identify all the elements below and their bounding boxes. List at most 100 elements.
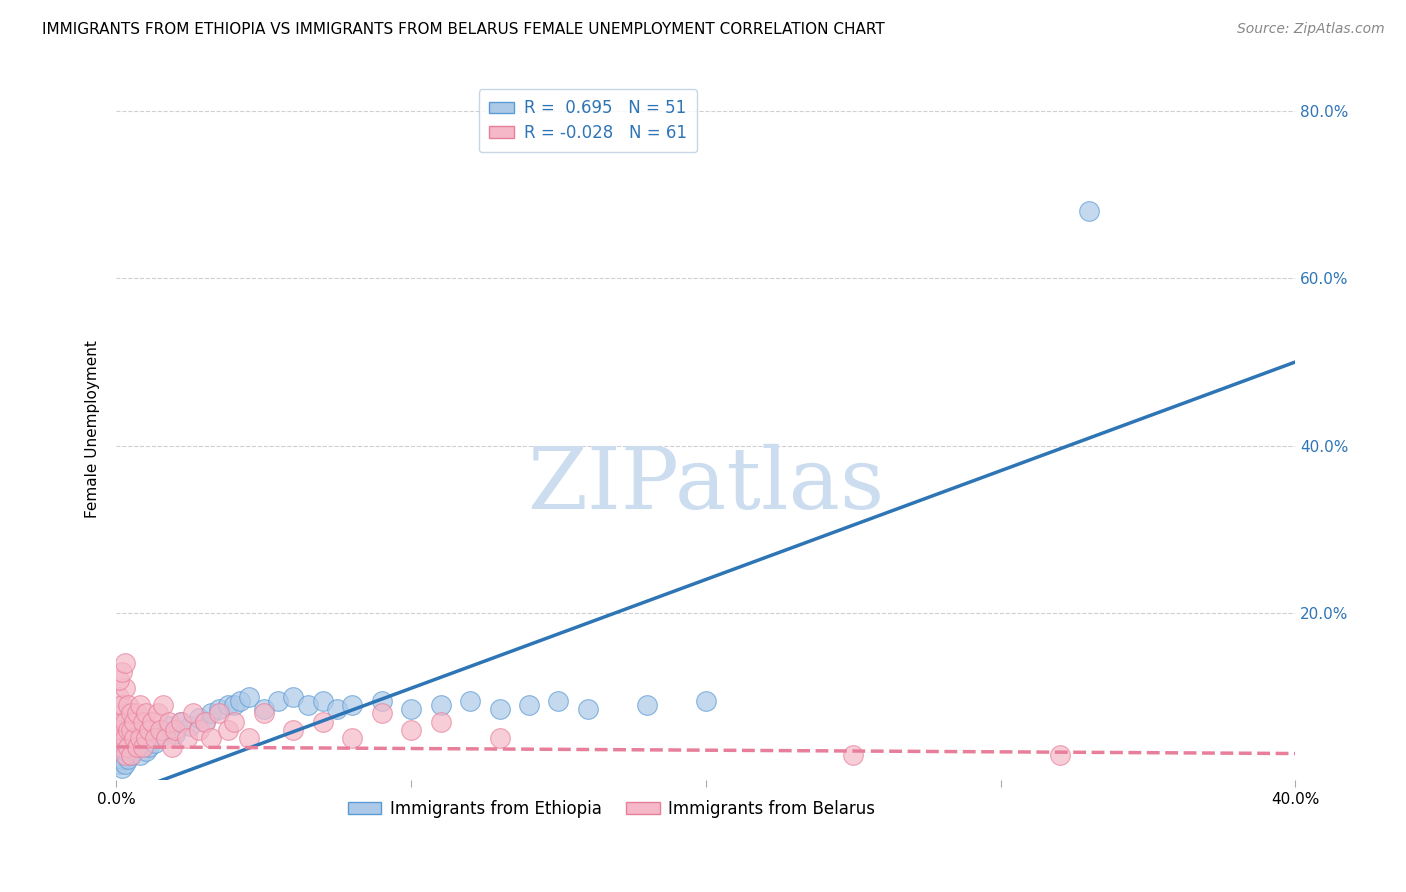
Point [176,731,198,746]
Point [125,706,148,721]
Point [111,752,134,766]
Point [1049,748,1071,763]
Point [135,706,157,721]
Point [111,698,134,712]
Point [187,723,209,737]
Point [253,706,276,721]
Point [122,731,145,746]
Point [132,736,155,750]
Point [111,739,134,754]
Point [208,702,231,716]
Point [122,714,145,729]
Point [149,723,172,737]
Point [135,744,157,758]
Point [132,714,155,729]
Point [217,723,239,737]
Point [128,731,150,746]
Point [517,698,540,712]
Text: Source: ZipAtlas.com: Source: ZipAtlas.com [1237,22,1385,37]
Point [120,706,142,721]
Point [208,706,231,721]
Point [108,673,131,687]
Point [135,731,157,746]
Point [141,731,163,746]
Point [143,736,166,750]
Point [114,731,136,746]
Text: IMMIGRANTS FROM ETHIOPIA VS IMMIGRANTS FROM BELARUS FEMALE UNEMPLOYMENT CORRELAT: IMMIGRANTS FROM ETHIOPIA VS IMMIGRANTS F… [42,22,884,37]
Point [132,739,155,754]
Point [114,756,136,771]
Point [152,723,174,737]
Point [429,714,451,729]
Point [224,698,246,712]
Point [117,739,139,754]
Y-axis label: Female Unemployment: Female Unemployment [86,340,100,518]
Point [138,739,160,754]
Point [114,744,136,758]
Point [194,714,217,729]
Point [281,690,304,704]
Point [146,706,169,721]
Point [108,731,131,746]
Point [114,656,136,670]
Point [370,706,392,721]
Point [138,723,160,737]
Legend: Immigrants from Ethiopia, Immigrants from Belarus: Immigrants from Ethiopia, Immigrants fro… [342,793,882,825]
Point [111,714,134,729]
Point [111,723,134,737]
Point [170,714,193,729]
Point [117,739,139,754]
Point [458,694,481,708]
Point [165,727,187,741]
Point [114,681,136,696]
Point [238,731,260,746]
Point [120,723,142,737]
Point [311,714,333,729]
Point [125,739,148,754]
Point [111,761,134,775]
Point [120,748,142,763]
Point [108,756,131,771]
Point [128,698,150,712]
Point [108,723,131,737]
Point [488,702,510,716]
Point [141,714,163,729]
Point [340,698,363,712]
Point [187,710,209,724]
Point [117,752,139,766]
Point [429,698,451,712]
Point [399,702,422,716]
Point [120,748,142,763]
Point [117,698,139,712]
Point [253,702,276,716]
Point [117,723,139,737]
Point [108,706,131,721]
Point [125,739,148,754]
Point [370,694,392,708]
Point [152,698,174,712]
Point [238,690,260,704]
Point [281,723,304,737]
Point [155,731,177,746]
Point [267,694,290,708]
Point [200,731,222,746]
Point [217,698,239,712]
Point [170,714,193,729]
Point [311,694,333,708]
Point [224,714,246,729]
Point [114,714,136,729]
Point [194,714,217,729]
Point [122,744,145,758]
Point [326,702,349,716]
Point [108,748,131,763]
Point [547,694,569,708]
Point [149,731,172,746]
Point [157,714,180,729]
Point [114,748,136,763]
Point [143,731,166,746]
Point [576,702,599,716]
Point [297,698,319,712]
Text: ZIPatlas: ZIPatlas [527,443,884,526]
Point [229,694,252,708]
Point [488,731,510,746]
